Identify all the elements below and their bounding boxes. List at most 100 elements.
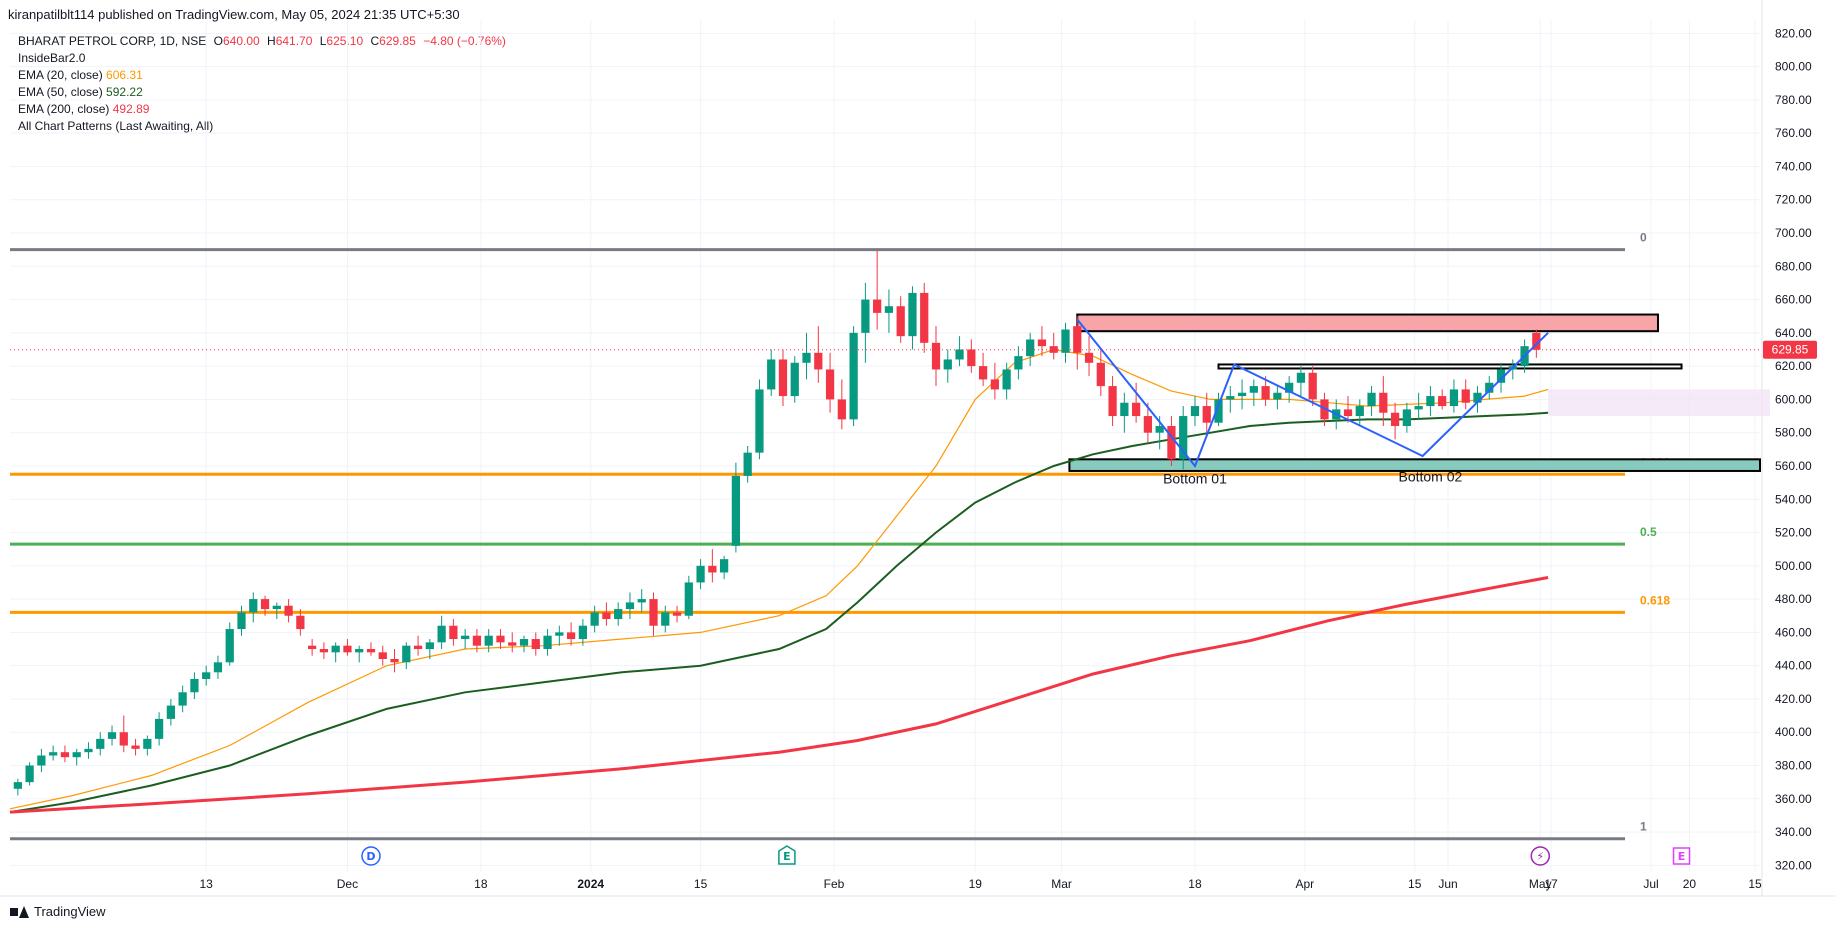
candle xyxy=(1308,366,1317,407)
x-tick-label: 18 xyxy=(474,877,488,891)
candle-body xyxy=(978,366,988,380)
candle-body xyxy=(1261,386,1270,400)
x-tick-label: 13 xyxy=(200,877,214,891)
candle-body xyxy=(590,612,599,626)
candle-body xyxy=(343,645,352,653)
candle xyxy=(802,332,811,380)
candle-body xyxy=(296,615,305,630)
event-marker[interactable]: E xyxy=(1672,847,1691,865)
candle-body xyxy=(272,605,281,610)
candle xyxy=(13,778,22,796)
candle-body xyxy=(1379,392,1388,413)
event-marker[interactable]: E xyxy=(778,845,796,865)
candle-body xyxy=(849,332,858,420)
zone-neckline xyxy=(1217,363,1683,370)
candle xyxy=(355,645,364,663)
candle-body xyxy=(861,299,870,333)
candle xyxy=(49,745,58,761)
candle xyxy=(1485,376,1494,400)
candle xyxy=(84,742,93,759)
open-value: 640.00 xyxy=(222,34,260,48)
pattern-annotation: Bottom 02 xyxy=(1398,469,1462,485)
candle xyxy=(425,639,434,659)
candle xyxy=(72,748,81,766)
candle-body xyxy=(1461,389,1470,403)
candle xyxy=(96,732,105,756)
candle-body xyxy=(154,718,164,739)
x-tick-label: 19 xyxy=(969,877,983,891)
candle-body xyxy=(1061,329,1070,353)
indicator-ema20[interactable]: EMA (20, close) 606.31 xyxy=(18,67,506,84)
ema-line xyxy=(9,576,1549,814)
candle xyxy=(625,592,635,620)
earnings-marker-icon xyxy=(1672,847,1691,865)
high-label: H xyxy=(267,34,276,48)
x-tick-label: Feb xyxy=(824,877,845,891)
candle-body xyxy=(1532,332,1541,350)
candle-body xyxy=(1026,339,1035,357)
candle-body xyxy=(107,732,117,739)
candle-body xyxy=(1355,406,1364,417)
candle xyxy=(461,629,470,650)
x-tick-label: 15 xyxy=(1408,877,1422,891)
candle xyxy=(213,655,223,679)
candle-body xyxy=(1343,409,1353,417)
candle xyxy=(1261,376,1270,407)
candle xyxy=(1179,406,1188,470)
candle xyxy=(931,326,941,387)
candle-body xyxy=(72,752,81,758)
candle-body xyxy=(967,349,976,367)
candle xyxy=(578,619,587,646)
y-tick-label: 500.00 xyxy=(1775,559,1812,573)
candle xyxy=(1132,382,1141,423)
indicator-insidebar[interactable]: InsideBar2.0 xyxy=(18,51,86,65)
candle xyxy=(131,738,140,756)
candle-body xyxy=(531,639,540,650)
candle xyxy=(496,629,505,650)
candle-body xyxy=(1237,392,1247,397)
candle xyxy=(672,605,682,623)
candle xyxy=(896,296,905,343)
candle xyxy=(484,629,493,653)
y-tick-label: 780.00 xyxy=(1775,93,1812,107)
candle xyxy=(837,379,846,430)
footer-brand[interactable]: TradingView xyxy=(10,904,106,919)
candle-body xyxy=(249,599,258,613)
candle xyxy=(1285,376,1294,403)
candle-body xyxy=(331,645,340,653)
candle-body xyxy=(131,745,140,749)
y-tick-label: 540.00 xyxy=(1775,492,1812,506)
candle-body xyxy=(1402,409,1411,427)
candle xyxy=(1438,389,1447,410)
y-tick-label: 560.00 xyxy=(1775,459,1812,473)
symbol-name[interactable]: BHARAT PETROL CORP, 1D, NSE xyxy=(18,34,207,48)
event-marker[interactable]: D xyxy=(361,846,381,866)
candle-body xyxy=(25,765,34,783)
candle-body xyxy=(237,612,246,630)
candle-body xyxy=(649,599,658,626)
candle-body xyxy=(661,612,670,626)
candle xyxy=(543,629,552,656)
low-label: L xyxy=(319,34,327,48)
candle xyxy=(555,625,564,646)
candle-body xyxy=(578,625,587,640)
candle xyxy=(861,282,870,363)
candle-body xyxy=(319,649,329,653)
event-marker[interactable]: ⚡ xyxy=(1530,846,1551,866)
candle xyxy=(249,592,258,623)
candle xyxy=(743,446,752,483)
indicator-patterns[interactable]: All Chart Patterns (Last Awaiting, All) xyxy=(18,119,214,133)
candle-body xyxy=(402,645,411,663)
candle xyxy=(1049,332,1058,360)
candle-body xyxy=(13,782,22,789)
indicator-ema200[interactable]: EMA (200, close) 492.89 xyxy=(18,101,506,118)
indicator-ema50[interactable]: EMA (50, close) 592.22 xyxy=(18,84,506,101)
candle xyxy=(1167,416,1176,466)
candle xyxy=(614,602,623,626)
event-marker-letter: E xyxy=(783,850,791,863)
candle-body xyxy=(1179,416,1188,460)
fib-level-label: 1 xyxy=(1640,820,1647,834)
candle xyxy=(920,282,929,353)
tradingview-logo-icon xyxy=(10,905,29,918)
